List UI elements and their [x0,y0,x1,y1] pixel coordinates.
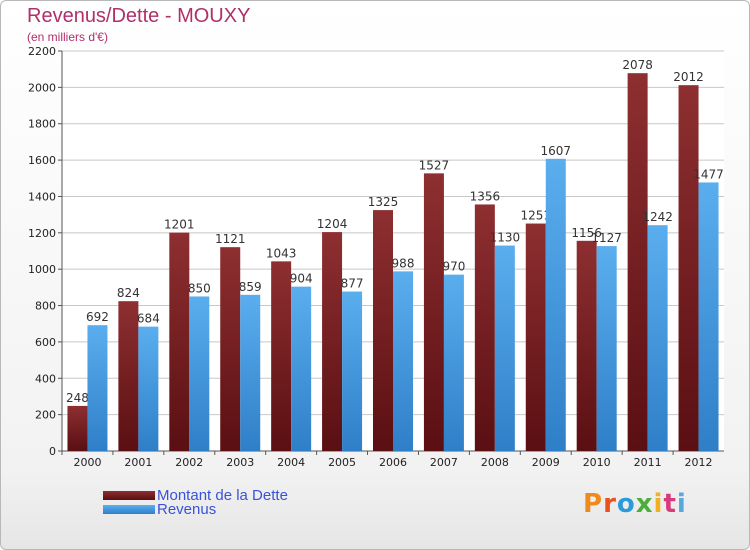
data-label-revenus-2001: 684 [137,312,160,326]
x-tick-label: 2011 [634,456,662,469]
data-label-revenus-2007: 970 [442,260,465,274]
logo-letter: i [653,489,664,519]
data-label-revenus-2003: 859 [239,280,262,294]
chart-subtitle: (en milliers d'€) [27,30,108,44]
data-label-dette-2000: 248 [66,391,89,405]
x-tick-label: 2008 [481,456,509,469]
y-tick-label: 1000 [28,263,56,276]
bar-revenus-2001 [138,326,159,451]
x-tick-label: 2002 [175,456,203,469]
logo-letter: i [676,489,687,519]
x-tick-label: 2005 [328,456,356,469]
data-label-dette-2002: 1201 [164,218,195,232]
bar-revenus-2000 [87,325,108,451]
bar-dette-2006 [373,210,393,451]
legend-swatch-revenus [103,504,155,514]
bar-dette-2003 [220,247,241,451]
bar-revenus-2008 [494,245,515,451]
data-label-dette-2004: 1043 [266,246,297,260]
logo-letter: P [583,489,604,519]
data-label-revenus-2006: 988 [392,256,415,270]
data-label-dette-2010: 1156 [571,226,602,240]
bar-revenus-2003 [240,294,261,451]
legend-label-revenus: Revenus [157,500,217,518]
bar-dette-2002 [169,232,190,451]
x-tick-label: 2007 [430,456,458,469]
y-tick-label: 200 [35,409,56,422]
y-tick-label: 800 [35,300,56,313]
bar-revenus-2009 [545,158,566,451]
data-label-revenus-2000: 692 [86,310,109,324]
x-tick-label: 2004 [277,456,305,469]
y-tick-label: 2000 [28,81,56,94]
legend-label-dette: Montant de la Dette [157,486,288,504]
data-label-revenus-2002: 850 [188,281,211,295]
data-label-revenus-2011: 1242 [642,210,673,224]
x-tick-label: 2003 [226,456,254,469]
logo-letter: t [663,489,677,519]
bar-dette-2012 [678,85,699,451]
y-tick-label: 0 [49,445,56,458]
legend-swatch-dette [103,490,155,500]
proxiti-logo: Proxiti [583,489,687,519]
data-label-dette-2003: 1121 [215,232,246,246]
x-tick-label: 2012 [685,456,713,469]
data-label-dette-2005: 1204 [317,217,348,231]
legend-item-dette: Montant de la Dette [103,486,288,504]
data-label-dette-2006: 1325 [368,195,399,209]
bar-revenus-2005 [342,291,363,451]
bar-dette-2011 [627,73,648,451]
bar-dette-2007 [423,173,444,451]
data-label-revenus-2005: 877 [341,277,364,291]
y-tick-label: 400 [35,372,56,385]
y-tick-label: 1400 [28,190,56,203]
data-label-revenus-2010: 1127 [591,231,622,245]
y-tick-label: 1800 [28,118,56,131]
bar-dette-2008 [474,204,495,451]
x-tick-label: 2006 [379,456,407,469]
bar-revenus-2007 [443,274,464,451]
x-tick-label: 2009 [532,456,560,469]
bar-revenus-2012 [698,182,719,452]
data-label-dette-2007: 1527 [419,158,450,172]
bar-revenus-2011 [647,225,668,451]
data-label-dette-2011: 2078 [622,58,653,72]
bar-revenus-2010 [596,246,617,451]
bar-dette-2005 [322,232,343,451]
y-tick-label: 600 [35,336,56,349]
data-label-revenus-2009: 1607 [540,144,571,158]
bar-revenus-2004 [291,286,312,451]
logo-letter: o [616,489,636,519]
bar-dette-2000 [67,405,88,451]
y-tick-label: 1600 [28,154,56,167]
y-tick-label: 1200 [28,227,56,240]
logo-letter: x [635,489,654,519]
bar-dette-2004 [271,261,292,451]
y-tick-label: 2200 [28,45,56,58]
data-label-dette-2001: 824 [117,286,140,300]
data-label-revenus-2004: 904 [290,272,313,286]
bar-revenus-2002 [189,296,210,451]
bar-dette-2009 [525,223,546,451]
bar-dette-2001 [118,301,139,451]
bar-dette-2010 [576,240,597,451]
x-tick-label: 2010 [583,456,611,469]
x-tick-label: 2001 [124,456,152,469]
data-label-dette-2009: 1251 [520,209,551,223]
data-label-dette-2008: 1356 [470,189,501,203]
logo-letter: r [603,489,617,519]
data-label-revenus-2008: 1130 [490,231,521,245]
chart-title: Revenus/Dette - MOUXY [27,5,251,27]
data-label-revenus-2012: 1477 [693,167,724,181]
bar-revenus-2006 [393,271,413,451]
data-label-dette-2012: 2012 [673,70,704,84]
x-tick-label: 2000 [73,456,101,469]
legend-item-revenus: Revenus [103,500,217,518]
